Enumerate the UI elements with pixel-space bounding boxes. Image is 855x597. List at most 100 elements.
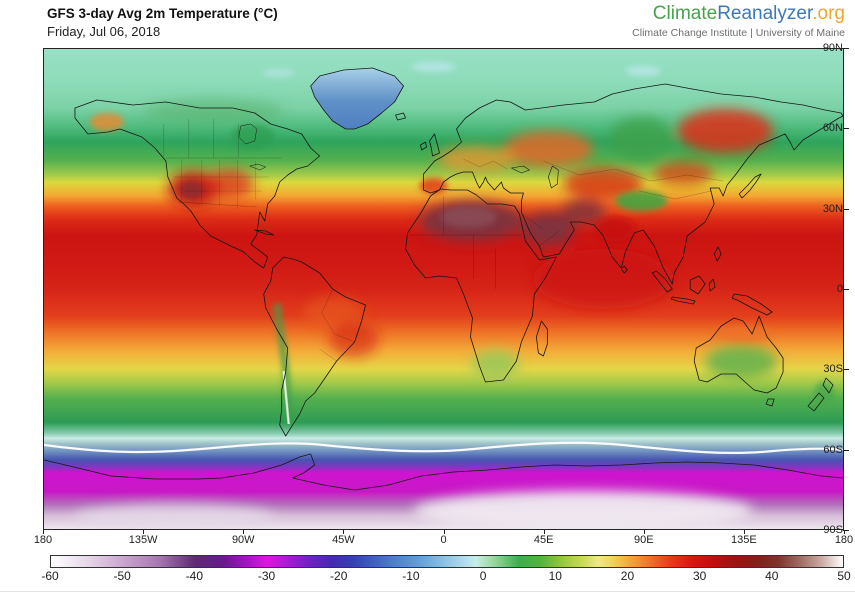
lon-tick (143, 530, 145, 534)
lon-tick (543, 530, 545, 534)
continent-africa (405, 188, 557, 383)
colorbar-tick-label: -50 (113, 569, 131, 583)
lat-tick-label: 90N (822, 42, 843, 54)
island-cuba (254, 229, 275, 236)
continent-south-america (263, 256, 366, 437)
bottom-divider (0, 591, 855, 592)
island-borneo (689, 275, 706, 295)
warm-region-north-australia (713, 326, 774, 342)
island-japan (738, 173, 762, 199)
hot-region-us-plains (203, 169, 254, 199)
lon-tick-label: 0 (440, 534, 447, 546)
cold-region-east-antarctica (413, 491, 754, 529)
borders-canada-provinces (163, 119, 239, 158)
hot-region-indian-ocean (533, 249, 674, 309)
lat-tick (843, 208, 849, 210)
island-philippines (713, 246, 722, 262)
lon-tick-label: 45E (533, 534, 554, 546)
lon-tick (643, 530, 645, 534)
colorbar-tick-label: 0 (479, 569, 487, 583)
island-new-zealand-north (822, 377, 834, 394)
hot-core-sahara (440, 206, 497, 228)
lon-tick-label: 135W (128, 534, 158, 546)
lat-tick-label: 60N (822, 122, 843, 135)
colorbar-tick-label: 50 (837, 569, 851, 583)
hot-region-iberia (419, 178, 448, 194)
arctic-ice-patch-1 (411, 62, 456, 72)
hot-region-iran (561, 200, 606, 224)
arctic-ice-patch-3 (262, 69, 295, 77)
island-iceland (395, 112, 406, 121)
cool-region-tibet (615, 191, 668, 211)
lat-tick (843, 289, 849, 290)
cool-region-australia (705, 345, 778, 379)
hot-region-arctic-canada (143, 99, 284, 123)
borders-south-america (319, 288, 355, 362)
lon-tick (43, 530, 44, 534)
logo-tagline: Climate Change Institute | University of… (632, 27, 845, 39)
colorbar-tick-label: -20 (330, 569, 348, 583)
hot-region-central-asia (563, 168, 644, 200)
lon-tick-label: 180 (834, 534, 854, 546)
colorbar-tick-label: 30 (692, 569, 707, 583)
colorbar-tick-label: -30 (257, 569, 276, 583)
world-temperature-map (44, 49, 843, 529)
hot-region-brazil (328, 321, 379, 357)
lat-tick (843, 48, 849, 49)
lat-tick (843, 128, 849, 130)
lon-tick-label: 90W (231, 534, 255, 546)
warm-region-alaska (89, 113, 124, 131)
borders-asia (543, 160, 724, 200)
hot-region-gobi (653, 162, 714, 186)
warm-region-europe (436, 146, 517, 172)
cool-region-central-siberia (609, 117, 674, 161)
logo-org: .org (812, 3, 845, 24)
lon-tick (443, 530, 445, 534)
map-canvas (43, 48, 844, 530)
lon-tick-label: 45W (332, 534, 355, 546)
lon-tick (343, 530, 345, 534)
cool-region-new-zealand (814, 382, 835, 406)
island-new-guinea (731, 293, 773, 316)
colorbar-tick-label: 20 (620, 569, 635, 583)
colorbar-tick-label: -60 (41, 569, 59, 583)
map-title: GFS 3-day Avg 2m Temperature (°C) (47, 6, 278, 21)
island-sri-lanka (620, 265, 628, 274)
borders-africa (409, 196, 522, 289)
lat-tick-label: 0 (836, 283, 843, 295)
island-great-britain (429, 133, 440, 157)
cold-strip-patagonia-ice (282, 370, 290, 425)
hot-region-india (595, 217, 636, 241)
cool-region-hudson-bay (230, 124, 275, 150)
antarctic-sea-ice-edge-line (44, 441, 843, 454)
lon-tick (844, 530, 845, 534)
lat-tick-label: 90S (823, 524, 843, 536)
cool-region-southern-africa (471, 350, 520, 378)
lon-tick (743, 530, 745, 534)
sea-caspian (548, 165, 559, 189)
cold-region-west-antarctica (73, 504, 274, 529)
lat-tick (843, 530, 849, 531)
logo-climate: Climate (652, 3, 718, 24)
sea-black (511, 165, 530, 174)
colorbar-tick-label: 10 (548, 569, 562, 583)
temperature-anomaly-blobs (44, 62, 843, 529)
island-java (670, 296, 696, 305)
lat-tick-label: 30N (822, 202, 843, 215)
lat-tick-label: 30S (823, 363, 843, 376)
site-logo[interactable]: ClimateReanalyzer.org (653, 3, 845, 25)
lat-tick (843, 449, 849, 451)
hot-region-west-russia (503, 131, 594, 167)
continent-australia (693, 315, 784, 394)
lat-tick-label: 60S (823, 443, 843, 456)
bay-hudson (238, 123, 257, 145)
lon-tick (243, 530, 245, 534)
colorbar (50, 555, 844, 568)
borders-us-states (173, 159, 269, 209)
lakes-great-lakes (249, 163, 266, 171)
coastline-outlines (44, 67, 843, 491)
island-tasmania (765, 398, 775, 407)
island-madagascar (535, 320, 548, 357)
political-borders (163, 119, 724, 362)
